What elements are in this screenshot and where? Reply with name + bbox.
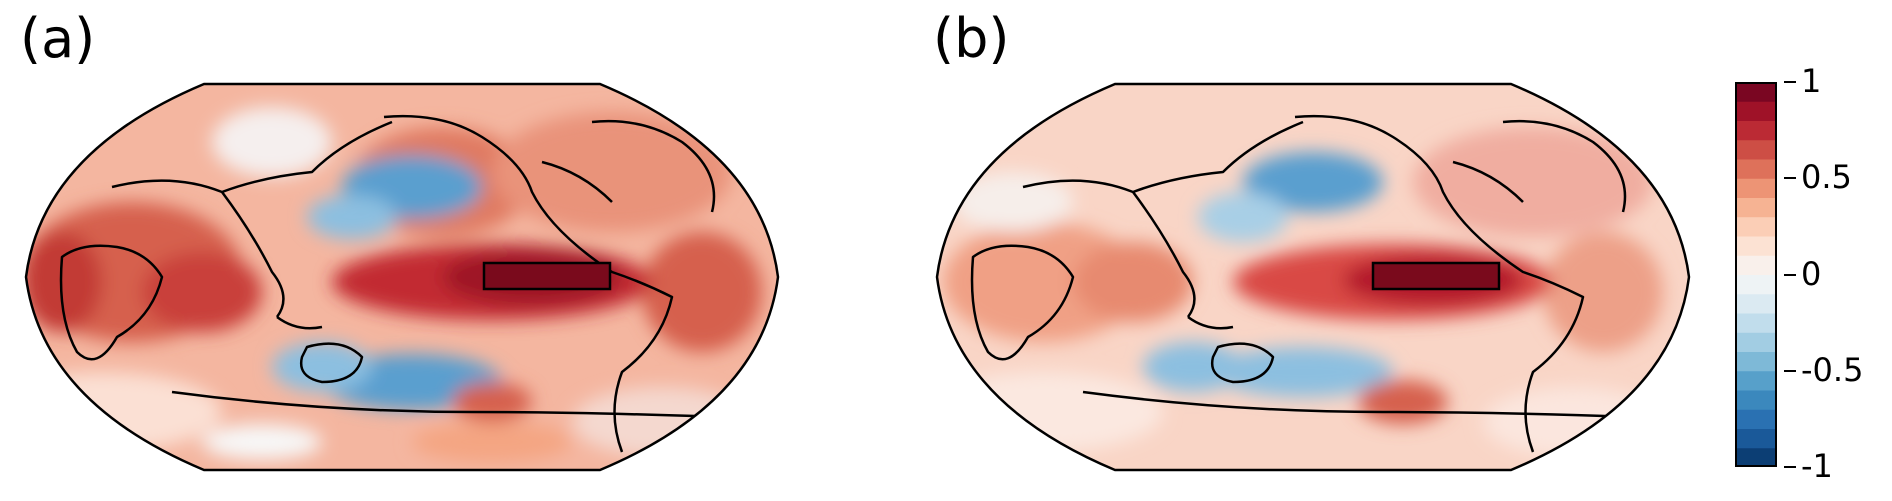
colorbar-level <box>1735 370 1777 391</box>
colorbar-level <box>1735 332 1777 352</box>
panel-label-b: (b) <box>933 7 1010 70</box>
coastlines <box>59 114 723 453</box>
colorbar-level <box>1735 216 1777 237</box>
map-frame <box>935 82 1691 472</box>
correlation-map-a <box>24 82 780 472</box>
correlation-map-b <box>935 82 1691 472</box>
colorbar-tick-label: -1 <box>1801 447 1833 485</box>
colorbar-level <box>1735 428 1777 449</box>
colorbar-tick <box>1784 466 1796 468</box>
map-panel-b <box>933 82 1693 472</box>
colorbar-level <box>1735 159 1777 179</box>
colorbar-border <box>1735 82 1777 467</box>
colorbar-tick-label: -0.5 <box>1801 350 1864 389</box>
nino3-box <box>482 261 612 291</box>
colorbar-tick-label: 0.5 <box>1801 158 1852 197</box>
colorbar-gradient <box>1735 82 1777 467</box>
colorbar-level <box>1735 274 1777 295</box>
colorbar-level <box>1735 101 1777 121</box>
colorbar-tick-label: 0 <box>1801 254 1822 293</box>
colorbar <box>1735 82 1777 467</box>
colorbar-tick-label: 1 <box>1801 62 1822 100</box>
panel-label-a: (a) <box>20 7 96 70</box>
colorbar-level <box>1735 236 1777 256</box>
colorbar-level <box>1735 390 1777 410</box>
colorbar-level <box>1735 351 1777 372</box>
colorbar-level <box>1735 139 1777 160</box>
colorbar-level <box>1735 313 1777 333</box>
nino3-box <box>1371 261 1501 291</box>
colorbar-level <box>1735 447 1777 467</box>
colorbar-tick <box>1784 177 1796 180</box>
colorbar-level <box>1735 197 1777 218</box>
coastlines <box>970 114 1634 453</box>
colorbar-level <box>1735 82 1777 102</box>
colorbar-tick <box>1784 81 1796 83</box>
map-panel-a <box>22 82 782 472</box>
colorbar-level <box>1735 293 1777 314</box>
colorbar-level <box>1735 409 1777 429</box>
colorbar-tick <box>1784 273 1796 276</box>
colorbar-level <box>1735 120 1777 141</box>
map-frame <box>24 82 780 472</box>
colorbar-tick <box>1784 369 1796 372</box>
colorbar-level <box>1735 255 1777 275</box>
colorbar-level <box>1735 178 1777 198</box>
